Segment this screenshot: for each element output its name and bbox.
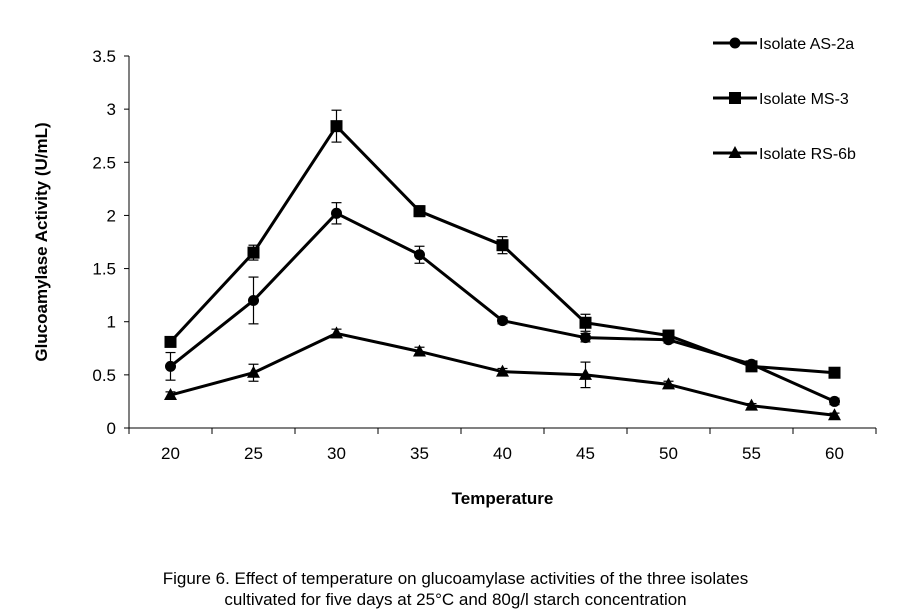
legend-label-isolate-as-2a: Isolate AS-2a xyxy=(759,36,854,53)
data-point-isolate-ms-3 xyxy=(413,205,426,218)
x-tick-label: 60 xyxy=(825,444,844,463)
chart: 0 0.5 1 1.5 2 2.5 3 3.5 20 25 30 35 40 45 50 55 60 Temper… xyxy=(32,36,877,508)
data-point-isolate-ms-3 xyxy=(579,316,592,329)
x-tick-label: 30 xyxy=(327,444,346,463)
data-point-isolate-as-2a xyxy=(331,207,342,219)
x-tick-label: 20 xyxy=(161,444,180,463)
y-tick-label: 0 xyxy=(107,419,116,438)
data-point-isolate-rs-6b xyxy=(496,364,509,377)
data-point-isolate-ms-3 xyxy=(745,360,758,373)
data-point-isolate-rs-6b xyxy=(828,408,841,421)
legend-marker-isolate-ms-3 xyxy=(729,92,741,104)
data-point-isolate-as-2a xyxy=(497,315,508,327)
x-tick-label: 55 xyxy=(742,444,761,463)
data-point-isolate-as-2a xyxy=(165,360,176,372)
legend-marker-isolate-rs-6b xyxy=(728,146,742,158)
y-tick-label: 3 xyxy=(107,100,116,119)
y-tick-label: 1 xyxy=(107,313,116,332)
figure-caption-line-2: cultivated for five days at 25°C and 80g… xyxy=(224,590,687,609)
data-point-isolate-rs-6b xyxy=(579,367,592,380)
y-tick-label: 3.5 xyxy=(92,47,116,66)
data-point-isolate-rs-6b xyxy=(662,377,675,390)
data-point-isolate-as-2a xyxy=(829,395,840,407)
x-tick-label: 35 xyxy=(410,444,429,463)
x-tick-label: 50 xyxy=(659,444,678,463)
legend-marker-isolate-as-2a xyxy=(729,37,741,49)
data-point-isolate-ms-3 xyxy=(828,366,841,379)
data-point-isolate-rs-6b xyxy=(247,365,260,378)
x-tick-label: 25 xyxy=(244,444,263,463)
y-axis-title: Glucoamylase Activity (U/mL) xyxy=(32,122,51,361)
figure-caption-line-1: Figure 6. Effect of temperature on gluco… xyxy=(162,569,749,588)
y-tick-label: 1.5 xyxy=(92,260,116,279)
y-tick-label: 2 xyxy=(107,206,116,225)
data-point-isolate-rs-6b xyxy=(745,398,758,411)
legend-label-isolate-rs-6b: Isolate RS-6b xyxy=(759,146,856,163)
data-point-isolate-ms-3 xyxy=(662,329,675,342)
data-point-isolate-as-2a xyxy=(580,332,591,344)
data-point-isolate-rs-6b xyxy=(330,326,343,339)
x-tick-label: 45 xyxy=(576,444,595,463)
data-point-isolate-as-2a xyxy=(248,294,259,306)
y-tick-label: 2.5 xyxy=(92,153,116,172)
data-point-isolate-ms-3 xyxy=(330,120,343,133)
x-tick-label: 40 xyxy=(493,444,512,463)
data-point-isolate-as-2a xyxy=(414,249,425,261)
legend-label-isolate-ms-3: Isolate MS-3 xyxy=(759,91,849,108)
data-point-isolate-ms-3 xyxy=(247,246,260,259)
data-point-isolate-ms-3 xyxy=(164,335,177,348)
data-point-isolate-rs-6b xyxy=(413,344,426,357)
data-point-isolate-ms-3 xyxy=(496,239,509,252)
x-axis-title: Temperature xyxy=(452,489,554,508)
data-point-isolate-rs-6b xyxy=(164,388,177,401)
y-tick-label: 0.5 xyxy=(92,366,116,385)
